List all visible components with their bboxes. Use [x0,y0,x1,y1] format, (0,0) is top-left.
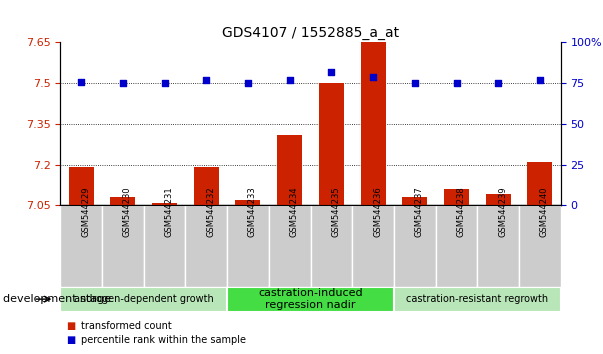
Bar [435,205,478,287]
Text: GSM544236: GSM544236 [373,187,382,237]
Bar [277,135,302,205]
Point [368,74,378,80]
Point [201,77,211,83]
Text: androgen-dependent growth: androgen-dependent growth [74,294,213,304]
Text: GSM544229: GSM544229 [81,187,90,237]
Bar [319,83,344,205]
Point [493,80,503,86]
Text: GSM544233: GSM544233 [248,187,257,237]
Text: GSM544240: GSM544240 [540,187,549,237]
Title: GDS4107 / 1552885_a_at: GDS4107 / 1552885_a_at [222,26,399,40]
Bar [478,205,519,287]
Point [77,79,86,84]
Bar [236,200,260,205]
Bar [352,205,394,287]
Text: GSM544239: GSM544239 [498,187,507,237]
Text: GSM544235: GSM544235 [332,187,341,237]
Bar [402,197,428,205]
Point [327,69,336,75]
Text: development stage: development stage [3,294,111,304]
Text: percentile rank within the sample: percentile rank within the sample [81,335,247,345]
Bar [361,42,386,205]
Text: GSM544238: GSM544238 [456,187,466,237]
Bar [394,287,561,312]
Bar [394,205,435,287]
Text: castration-induced
regression nadir: castration-induced regression nadir [258,288,363,310]
Bar [519,205,561,287]
Bar [60,287,227,312]
Point [118,80,128,86]
Text: GSM544232: GSM544232 [206,187,215,237]
Bar [444,189,469,205]
Bar [60,205,102,287]
Point [535,77,545,83]
Bar [194,167,219,205]
Text: GSM544237: GSM544237 [415,187,424,237]
Point [452,80,461,86]
Bar [486,194,511,205]
Bar [311,205,352,287]
Point [410,80,420,86]
Text: ■: ■ [66,321,75,331]
Text: transformed count: transformed count [81,321,172,331]
Bar [144,205,186,287]
Text: castration-resistant regrowth: castration-resistant regrowth [406,294,549,304]
Bar [227,205,269,287]
Bar [69,167,93,205]
Bar [528,162,552,205]
Text: GSM544230: GSM544230 [123,187,132,237]
Bar [269,205,311,287]
Text: GSM544234: GSM544234 [289,187,298,237]
Bar [102,205,144,287]
Bar [152,202,177,205]
Point [160,80,169,86]
Point [285,77,294,83]
Bar [227,287,394,312]
Text: GSM544231: GSM544231 [165,187,174,237]
Text: ■: ■ [66,335,75,345]
Bar [110,197,135,205]
Point [243,80,253,86]
Bar [186,205,227,287]
